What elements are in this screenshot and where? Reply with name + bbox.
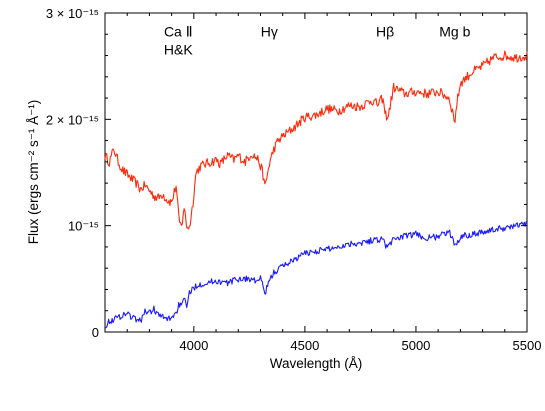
x-tick-label: 4500 [290,338,319,353]
plot-frame [104,12,528,333]
spectral-line-label: H&K [164,41,193,57]
spectral-line-label: Hγ [261,23,278,39]
y-axis-title: Flux (ergs cm⁻² s⁻¹ Å⁻¹) [26,100,41,244]
spectral-line-label: Mg b [439,23,470,39]
spectral-line-label: Ca Ⅱ [164,23,193,39]
x-tick-label: 5000 [401,338,430,353]
spectral-line-label: Hβ [376,23,394,39]
spectrum-series-2 [104,221,528,329]
spectrum-series-1 [104,50,528,230]
y-tick-label: 0 [92,325,99,340]
y-tick-label: 2 × 10⁻¹⁵ [46,112,99,127]
annotation-layer: Ca Ⅱ H&K Hγ Hβ Mg b [164,23,471,57]
tick-layer: 4000 4500 5000 5500 0 10⁻¹⁵ 2 × 10⁻¹⁵ 3 × 10⁻¹⁵ [46,6,542,353]
x-tick-label: 4000 [179,338,208,353]
x-axis-title: Wavelength (Å) [270,356,363,371]
series-layer [104,50,528,329]
x-tick-label: 5500 [513,338,542,353]
y-tick-label: 10⁻¹⁵ [68,219,99,234]
y-tick-label: 3 × 10⁻¹⁵ [46,6,99,21]
